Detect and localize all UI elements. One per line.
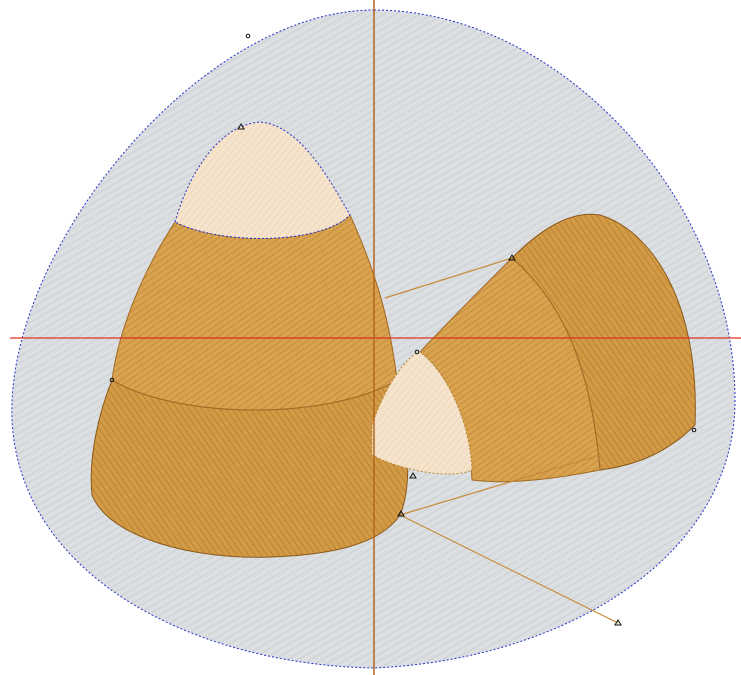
marker bbox=[246, 34, 250, 38]
embroidery-canvas bbox=[0, 0, 741, 675]
page bbox=[0, 0, 741, 675]
